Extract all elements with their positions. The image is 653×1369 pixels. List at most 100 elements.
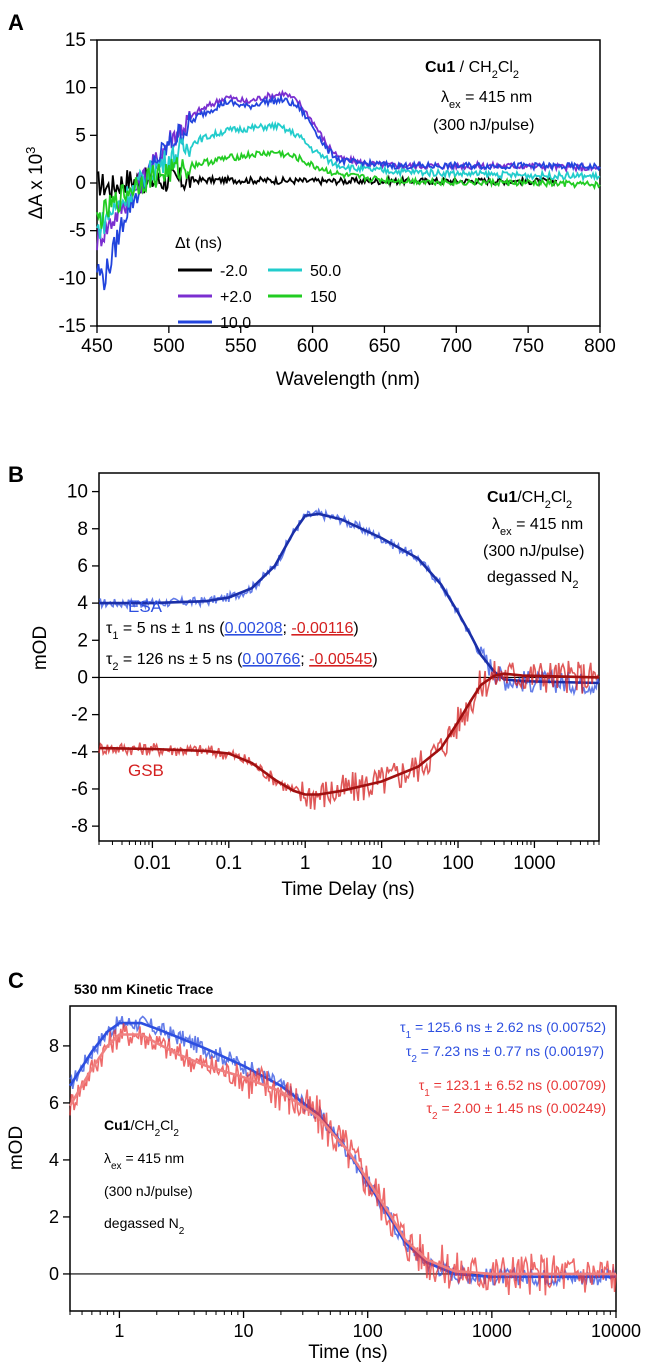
panel-b-series [98,507,600,810]
panel-a-y-label: ΔA x 103 [23,147,48,220]
x-tick-label: 750 [512,336,544,357]
red-tau2-fit: τ2 = 2.00 ± 1.45 ns (0.00249) [426,1100,606,1122]
series-esa-fit [99,512,600,685]
series-red-fit [68,1033,616,1276]
legend-label-m2: -2.0 [220,263,248,280]
y-tick-label: -2 [71,705,88,726]
x-tick-label: 800 [584,336,616,357]
annotation-degassed: degassed N2 [104,1215,185,1237]
y-tick-label: 6 [77,556,88,577]
panel-a-x-ticks: 450 500 550 600 650 700 750 800 [81,326,616,357]
tau2-fit: τ2 = 126 ns ± 5 ns (0.00766; -0.00545) [106,651,378,673]
series-150-trace [96,148,601,229]
panel-a-y-ticks: 15 10 5 0 -5 -10 -15 [59,30,97,337]
y-tick-label: 0 [77,667,88,688]
x-tick-label: 100 [442,853,474,874]
annotation-pulse: (300 nJ/pulse) [483,543,584,560]
series-gsb-fit [98,672,600,796]
y-tick-label: -6 [71,779,88,800]
annotation-degassed: degassed N2 [487,569,579,591]
series-gsb-trace [98,660,600,810]
y-tick-label: 15 [65,30,86,51]
y-tick-label: 8 [49,1036,59,1056]
legend-label-p2: +2.0 [220,289,252,306]
annotation-sample: Cu1 / CH2Cl2 [425,59,519,81]
blue-tau1-fit: τ1 = 125.6 ns ± 2.62 ns (0.00752) [400,1019,606,1041]
x-tick-label: 450 [81,336,113,357]
red-tau1-fit: τ1 = 123.1 ± 6.52 ns (0.00709) [419,1077,606,1099]
panel-b-letter: B [8,462,24,487]
x-tick-label: 1000 [472,1321,512,1341]
panel-a-x-label: Wavelength (nm) [276,369,420,390]
x-tick-label: 100 [353,1321,383,1341]
y-tick-label: 10 [65,78,86,99]
panel-b-x-ticks: 0.01 0.1 1 10 100 1000 [98,841,600,874]
panel-c-series [68,1015,617,1296]
series-blue-fit [68,1021,616,1279]
panel-b-y-label: mOD [30,626,51,670]
x-tick-label: 700 [440,336,472,357]
y-tick-label: 4 [77,593,88,614]
x-tick-label: 10 [371,853,392,874]
legend-label-150: 150 [310,289,337,306]
esa-label: ESA [128,597,163,616]
y-tick-label: -15 [59,316,86,337]
y-tick-label: 0 [75,173,86,194]
y-tick-label: -5 [69,221,86,242]
panel-b-x-label: Time Delay (ns) [281,879,414,900]
series-50-0-trace [96,120,601,239]
series--2-0-trace [96,89,601,251]
x-tick-label: 10000 [591,1321,641,1341]
panel-b-y-ticks: 10 8 6 4 2 0 -2 -4 -6 -8 [67,482,99,837]
y-tick-label: 2 [49,1207,59,1227]
annotation-pulse: (300 nJ/pulse) [104,1183,193,1199]
y-tick-label: -10 [59,268,86,289]
y-tick-label: 8 [77,519,88,540]
x-tick-label: 0.1 [216,853,242,874]
legend-label-10: 10.0 [220,315,251,332]
annotation-sample: Cu1/CH2Cl2 [487,489,572,511]
panel-a: A 15 10 5 0 -5 -10 -15 450 500 550 600 650 700 750 80… [8,10,616,390]
panel-a-letter: A [8,10,24,35]
legend-title: Δt (ns) [175,235,222,252]
x-tick-label: 500 [153,336,185,357]
panel-a-annotation: Cu1 / CH2Cl2 λex = 415 nm (300 nJ/pulse) [425,59,534,134]
blue-tau2-fit: τ2 = 7.23 ns ± 0.77 ns (0.00197) [406,1043,604,1065]
panel-c-frame [69,1005,617,1312]
panel-b: B 10 8 6 4 2 0 -2 -4 -6 -8 0.01 0.1 1 10 100 1000 Time… [8,462,600,900]
panel-c-y-label: mOD [6,1126,27,1170]
legend-label-50: 50.0 [310,263,341,280]
panel-b-frame [98,472,600,842]
panel-b-fits: τ1 = 5 ns ± 1 ns (0.00208; -0.00116) τ2 … [106,620,378,673]
y-tick-label: 5 [75,125,86,146]
panel-b-annotation: Cu1/CH2Cl2 λex = 415 nm (300 nJ/pulse) d… [483,489,584,591]
x-tick-label: 1000 [513,853,555,874]
panel-a-series [96,89,601,291]
x-tick-label: 0.01 [134,853,171,874]
x-tick-label: 1 [114,1321,124,1341]
y-tick-label: -4 [71,742,88,763]
y-tick-label: 4 [49,1150,59,1170]
series--2-0-trace [96,167,558,199]
panel-c-annotation: Cu1/CH2Cl2 λex = 415 nm (300 nJ/pulse) d… [104,1117,193,1237]
panel-c-letter: C [8,968,24,993]
annotation-sample: Cu1/CH2Cl2 [104,1117,179,1139]
annotation-excitation: λex = 415 nm [441,89,532,111]
panel-a-legend: Δt (ns) -2.0 +2.0 10.0 50.0 150 [175,235,341,332]
tau1-fit: τ1 = 5 ns ± 1 ns (0.00208; -0.00116) [106,620,359,642]
panel-c-x-ticks: 1 10 100 1000 10000 [69,1311,641,1341]
annotation-pulse: (300 nJ/pulse) [433,117,534,134]
x-tick-label: 1 [300,853,311,874]
panel-c-title: 530 nm Kinetic Trace [74,981,214,997]
y-tick-label: 10 [67,482,88,503]
panel-c-x-label: Time (ns) [308,1342,388,1363]
y-tick-label: -8 [71,816,88,837]
panel-c-y-ticks: 8 6 4 2 0 [49,1036,70,1284]
y-tick-label: 2 [77,630,88,651]
series-red-trace [69,1023,617,1296]
annotation-excitation: λex = 415 nm [104,1150,184,1172]
x-tick-label: 650 [369,336,401,357]
x-tick-label: 550 [225,336,257,357]
